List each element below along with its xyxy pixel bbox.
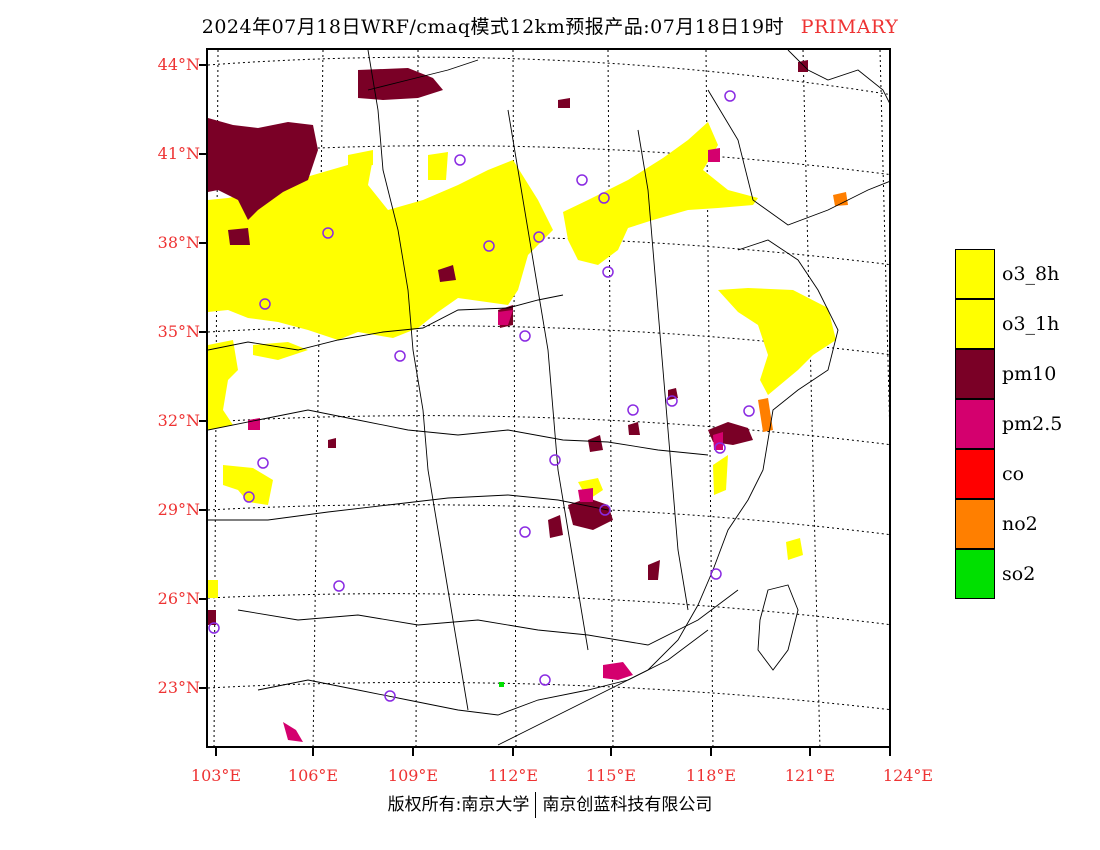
copyright-left: 版权所有:南京大学 xyxy=(387,795,530,815)
lon-tick xyxy=(809,748,811,756)
lat-label-38: 38°N xyxy=(157,233,200,252)
copyright-footer: 版权所有:南京大学 南京创蓝科技有限公司 xyxy=(0,790,1100,818)
legend-item-o3-1h: o3_1h xyxy=(955,299,1100,349)
lon-tick xyxy=(312,748,314,756)
legend-label: co xyxy=(1002,463,1025,485)
lat-tick xyxy=(199,420,207,422)
copyright-right: 南京创蓝科技有限公司 xyxy=(542,795,713,815)
forecast-map xyxy=(206,48,891,748)
lat-label-35: 35°N xyxy=(157,322,200,341)
lon-label-109: 109°E xyxy=(387,766,439,785)
so2-regions xyxy=(499,682,504,687)
legend-item-pm25: pm2.5 xyxy=(955,399,1100,449)
legend-swatch xyxy=(955,549,995,599)
legend-swatch xyxy=(955,449,995,499)
legend-item-no2: no2 xyxy=(955,499,1100,549)
lon-label-115: 115°E xyxy=(585,766,637,785)
lon-tick xyxy=(512,748,514,756)
legend-swatch xyxy=(955,249,995,299)
legend-swatch xyxy=(955,399,995,449)
lat-tick xyxy=(199,687,207,689)
legend-swatch xyxy=(955,349,995,399)
lon-tick xyxy=(215,748,217,756)
lat-tick xyxy=(199,331,207,333)
legend-label: o3_1h xyxy=(1002,313,1060,335)
lon-label-121: 121°E xyxy=(784,766,836,785)
lon-label-106: 106°E xyxy=(287,766,339,785)
lon-tick xyxy=(710,748,712,756)
legend-label: pm2.5 xyxy=(1002,413,1063,435)
lon-tick xyxy=(889,748,891,756)
legend-item-o3-8h: o3_8h xyxy=(955,249,1100,299)
legend-item-so2: so2 xyxy=(955,549,1100,599)
lon-label-112: 112°E xyxy=(487,766,539,785)
legend-label: pm10 xyxy=(1002,363,1057,385)
lat-label-26: 26°N xyxy=(157,589,200,608)
boundaries xyxy=(208,50,889,746)
legend-label: so2 xyxy=(1002,563,1036,585)
title-primary-tag: PRIMARY xyxy=(800,16,899,38)
map-canvas xyxy=(208,50,889,746)
pm25-regions xyxy=(248,148,723,742)
lat-label-23: 23°N xyxy=(157,678,200,697)
lon-label-118: 118°E xyxy=(685,766,737,785)
lon-label-103: 103°E xyxy=(190,766,242,785)
legend-item-pm10: pm10 xyxy=(955,349,1100,399)
lat-label-44: 44°N xyxy=(157,55,200,74)
legend-swatch xyxy=(955,499,995,549)
title-text: 2024年07月18日WRF/cmaq模式12km预报产品:07月18日19时 xyxy=(201,16,785,38)
legend-label: no2 xyxy=(1002,513,1038,535)
legend-item-co: co xyxy=(955,449,1100,499)
no2-regions xyxy=(758,192,848,432)
lat-label-32: 32°N xyxy=(157,411,200,430)
map-title: 2024年07月18日WRF/cmaq模式12km预报产品:07月18日19时 … xyxy=(0,12,1100,39)
lat-label-41: 41°N xyxy=(157,144,200,163)
lon-label-124: 124°E xyxy=(882,766,934,785)
legend-swatch xyxy=(955,299,995,349)
lat-tick xyxy=(199,242,207,244)
pollutant-legend: o3_8h o3_1h pm10 pm2.5 co no2 so2 xyxy=(955,249,1100,599)
pm10-regions xyxy=(208,60,808,625)
lon-tick xyxy=(412,748,414,756)
lat-tick xyxy=(199,64,207,66)
lat-tick xyxy=(199,509,207,511)
lat-tick xyxy=(199,153,207,155)
footer-divider xyxy=(535,792,537,818)
legend-label: o3_8h xyxy=(1002,263,1060,285)
lat-label-29: 29°N xyxy=(157,500,200,519)
station-markers xyxy=(208,90,755,702)
lon-tick xyxy=(610,748,612,756)
lat-tick xyxy=(199,598,207,600)
